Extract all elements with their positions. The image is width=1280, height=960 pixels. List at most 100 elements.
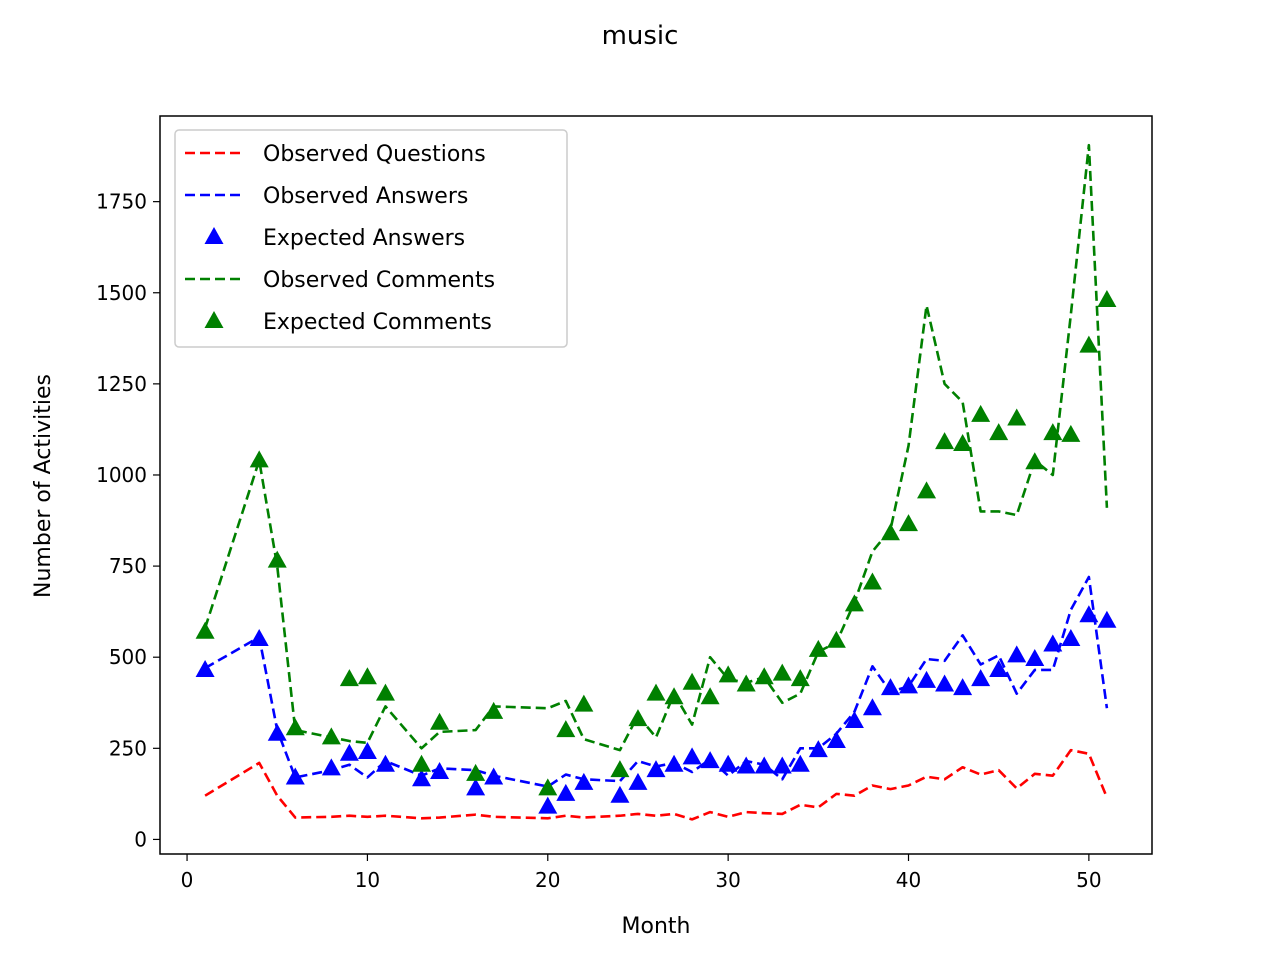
data-point-expected-answers xyxy=(357,741,377,759)
data-point-expected-answers xyxy=(917,670,937,688)
data-point-expected-answers xyxy=(1025,649,1045,667)
legend-label: Observed Comments xyxy=(263,268,495,293)
data-point-expected-answers xyxy=(249,628,269,646)
y-tick-label: 1250 xyxy=(96,372,147,396)
x-tick-label: 40 xyxy=(896,868,921,892)
data-point-expected-comments xyxy=(989,423,1009,441)
data-point-expected-comments xyxy=(628,709,648,727)
legend-swatch-marker xyxy=(204,311,224,328)
data-point-expected-comments xyxy=(1025,452,1045,470)
y-tick-label: 1500 xyxy=(96,281,147,305)
data-point-expected-comments xyxy=(1097,290,1117,308)
data-point-expected-comments xyxy=(556,720,576,738)
series-observed-questions xyxy=(204,748,1109,821)
data-point-expected-answers xyxy=(862,698,882,716)
legend-box xyxy=(174,129,568,348)
data-point-expected-answers xyxy=(556,783,576,801)
data-point-expected-answers xyxy=(321,758,341,776)
data-point-expected-comments xyxy=(610,760,630,778)
data-point-expected-answers xyxy=(880,678,900,696)
legend-item-observed-comments: Observed Comments xyxy=(185,268,495,293)
data-point-expected-answers xyxy=(989,659,1009,677)
data-point-expected-answers xyxy=(466,778,486,796)
data-point-expected-comments xyxy=(736,674,756,692)
data-point-expected-answers xyxy=(772,756,792,774)
data-point-expected-answers xyxy=(412,769,432,787)
legend-item-expected-comments: Expected Comments xyxy=(204,310,492,335)
y-tick-label: 500 xyxy=(109,645,147,669)
data-point-expected-answers xyxy=(484,767,504,785)
data-point-expected-answers xyxy=(736,756,756,774)
y-tick-label: 250 xyxy=(109,736,147,760)
data-point-expected-answers xyxy=(1043,634,1063,652)
y-axis-label: Number of Activities xyxy=(31,374,56,598)
data-point-expected-comments xyxy=(664,687,684,705)
data-point-expected-comments xyxy=(935,432,955,450)
data-point-expected-answers xyxy=(1097,610,1117,628)
data-point-expected-comments xyxy=(1043,423,1063,441)
data-point-expected-answers xyxy=(628,772,648,790)
x-tick-label: 30 xyxy=(715,868,740,892)
axes-frame xyxy=(159,115,1153,855)
data-point-expected-comments xyxy=(772,663,792,681)
y-tick-label: 1000 xyxy=(96,463,147,487)
legend-item-observed-questions: Observed Questions xyxy=(185,142,486,167)
data-point-expected-comments xyxy=(267,550,287,568)
data-point-expected-comments xyxy=(953,434,973,451)
data-point-expected-comments xyxy=(412,754,432,772)
x-tick-label: 50 xyxy=(1076,868,1101,892)
data-point-expected-answers xyxy=(971,669,991,687)
data-point-expected-comments xyxy=(790,669,810,687)
data-point-expected-comments xyxy=(538,778,558,796)
data-point-expected-answers xyxy=(754,756,774,774)
data-point-expected-answers xyxy=(574,772,594,790)
data-point-expected-answers xyxy=(953,678,973,696)
data-point-expected-answers xyxy=(195,659,215,677)
data-point-expected-comments xyxy=(1079,335,1099,353)
data-point-expected-comments xyxy=(484,701,504,719)
data-point-expected-comments xyxy=(718,665,738,683)
data-point-expected-answers xyxy=(682,747,702,765)
legend: Observed Questions Observed Answers Expect… xyxy=(174,129,568,348)
data-point-expected-comments xyxy=(249,450,269,468)
data-point-expected-comments xyxy=(430,712,450,730)
y-tick-label: 750 xyxy=(109,554,147,578)
data-point-expected-comments xyxy=(339,669,359,687)
data-point-expected-comments xyxy=(574,694,594,712)
data-point-expected-comments xyxy=(899,514,919,532)
data-point-expected-comments xyxy=(682,672,702,690)
legend-label: Observed Answers xyxy=(263,184,468,209)
data-point-expected-comments xyxy=(754,667,774,685)
data-point-expected-answers xyxy=(267,723,287,741)
data-point-expected-answers xyxy=(610,785,630,803)
series-expected-comments xyxy=(195,290,1117,796)
legend-label: Expected Answers xyxy=(263,226,465,251)
data-point-expected-answers xyxy=(375,754,395,772)
data-point-expected-answers xyxy=(808,740,828,758)
x-tick-label: 10 xyxy=(355,868,380,892)
data-point-expected-answers xyxy=(538,796,558,814)
data-point-expected-answers xyxy=(664,754,684,772)
data-point-expected-comments xyxy=(466,763,486,781)
data-point-expected-comments xyxy=(971,404,991,422)
legend-item-expected-answers: Expected Answers xyxy=(204,226,465,251)
data-point-expected-comments xyxy=(321,727,341,745)
data-point-expected-answers xyxy=(935,674,955,692)
data-point-expected-comments xyxy=(700,687,720,705)
data-point-expected-comments xyxy=(195,621,215,639)
data-point-expected-comments xyxy=(646,683,666,701)
series-expected-answers xyxy=(195,605,1117,814)
x-axis-ticks: 0 10 20 30 40 50 xyxy=(181,854,1102,892)
data-point-expected-answers xyxy=(339,743,359,761)
data-point-expected-comments xyxy=(1061,424,1081,442)
data-point-expected-answers xyxy=(646,760,666,778)
data-point-expected-comments xyxy=(808,639,828,657)
data-point-expected-comments xyxy=(826,630,846,648)
data-point-expected-comments xyxy=(844,594,864,612)
data-point-expected-comments xyxy=(880,523,900,541)
data-point-expected-answers xyxy=(844,710,864,728)
legend-swatch-marker xyxy=(204,227,224,244)
data-point-expected-answers xyxy=(1007,645,1027,663)
data-point-expected-answers xyxy=(700,751,720,769)
y-axis-ticks: 0 250 500 750 1000 1250 1500 1750 xyxy=(96,190,160,851)
